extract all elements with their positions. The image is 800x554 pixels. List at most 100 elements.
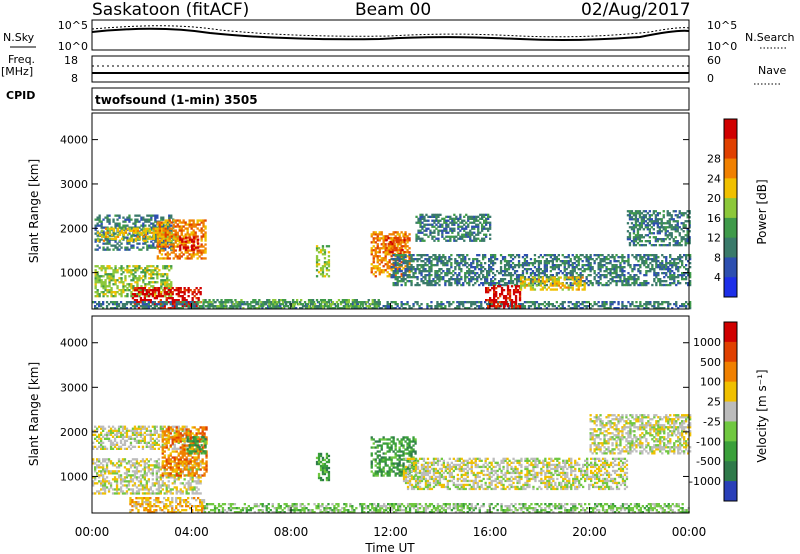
data-cell: [412, 268, 415, 271]
data-cell: [630, 240, 634, 243]
data-cell: [123, 441, 127, 444]
data-cell: [189, 238, 192, 241]
data-cell: [686, 236, 689, 239]
data-cell: [511, 280, 515, 283]
data-cell: [100, 220, 103, 223]
data-cell: [648, 236, 651, 239]
data-cell: [250, 307, 253, 310]
data-cell: [119, 431, 123, 434]
data-cell: [640, 240, 643, 243]
data-cell: [339, 301, 343, 304]
data-cell: [130, 246, 133, 249]
data-cell: [671, 262, 674, 265]
data-cell: [109, 307, 113, 310]
data-cell: [537, 270, 541, 273]
data-cell: [406, 280, 409, 283]
data-cell: [176, 237, 179, 240]
data-cell: [687, 272, 690, 275]
data-cell: [589, 268, 592, 271]
data-cell: [250, 301, 253, 304]
data-cell: [641, 260, 644, 263]
data-cell: [118, 267, 121, 270]
data-cell: [136, 285, 139, 288]
noise-panel-frame: [91, 19, 690, 51]
data-cell: [460, 283, 463, 287]
data-cell: [585, 301, 588, 304]
data-cell: [525, 254, 529, 257]
data-cell: [110, 295, 113, 298]
data-cell: [145, 291, 148, 294]
data-cell: [597, 280, 600, 283]
data-cell: [378, 239, 381, 242]
data-cell: [561, 260, 564, 263]
data-cell: [134, 239, 138, 242]
data-cell: [94, 425, 97, 428]
data-cell: [125, 429, 129, 432]
data-cell: [478, 264, 481, 267]
data-cell: [514, 297, 518, 300]
data-cell: [396, 267, 399, 270]
data-cell: [198, 301, 201, 304]
data-cell: [258, 305, 261, 308]
data-cell: [511, 266, 515, 269]
data-cell: [599, 262, 602, 265]
data-cell: [406, 276, 409, 279]
data-cell: [240, 301, 243, 304]
data-cell: [336, 307, 340, 310]
data-cell: [527, 307, 531, 310]
data-cell: [438, 278, 441, 281]
data-cell: [114, 235, 118, 238]
data-cell: [168, 231, 171, 234]
data-cell: [156, 233, 159, 236]
data-cell: [491, 305, 494, 308]
data-cell: [156, 277, 159, 280]
data-cell: [545, 278, 548, 281]
data-cell: [485, 291, 488, 294]
data-cell: [404, 283, 407, 287]
data-cell: [675, 303, 678, 306]
data-cell: [420, 256, 423, 259]
data-cell: [166, 275, 169, 278]
data-cell: [430, 301, 433, 304]
data-cell: [521, 262, 525, 265]
data-cell: [395, 240, 398, 244]
data-cell: [437, 219, 440, 222]
data-cell: [595, 258, 598, 261]
data-cell: [679, 258, 682, 261]
data-cell: [196, 303, 199, 306]
data-cell: [329, 305, 333, 308]
data-cell: [655, 307, 658, 310]
data-cell: [641, 262, 644, 265]
data-cell: [482, 274, 485, 277]
data-cell: [345, 307, 348, 310]
data-cell: [408, 260, 411, 263]
data-cell: [571, 254, 574, 257]
data-cell: [370, 267, 373, 270]
data-cell: [454, 262, 457, 265]
data-cell: [143, 297, 146, 300]
data-cell: [553, 284, 556, 287]
data-cell: [96, 429, 99, 432]
data-cell: [351, 307, 354, 310]
data-cell: [156, 271, 159, 274]
data-cell: [456, 283, 459, 287]
freq-panel-frame: [91, 55, 690, 83]
data-cell: [400, 258, 403, 261]
data-cell: [92, 433, 95, 436]
data-cell: [234, 299, 237, 302]
data-cell: [529, 284, 533, 287]
data-cell: [443, 219, 446, 222]
data-cell: [591, 283, 594, 287]
data-cell: [493, 293, 496, 296]
data-cell: [424, 254, 427, 257]
data-cell: [415, 235, 418, 238]
data-cell: [181, 240, 184, 243]
data-cell: [656, 232, 659, 235]
data-cell: [609, 303, 612, 306]
data-cell: [142, 271, 145, 274]
data-cell: [434, 256, 437, 259]
data-cell: [655, 283, 658, 287]
data-cell: [597, 276, 600, 279]
data-cell: [678, 210, 681, 213]
data-cell: [652, 224, 655, 227]
